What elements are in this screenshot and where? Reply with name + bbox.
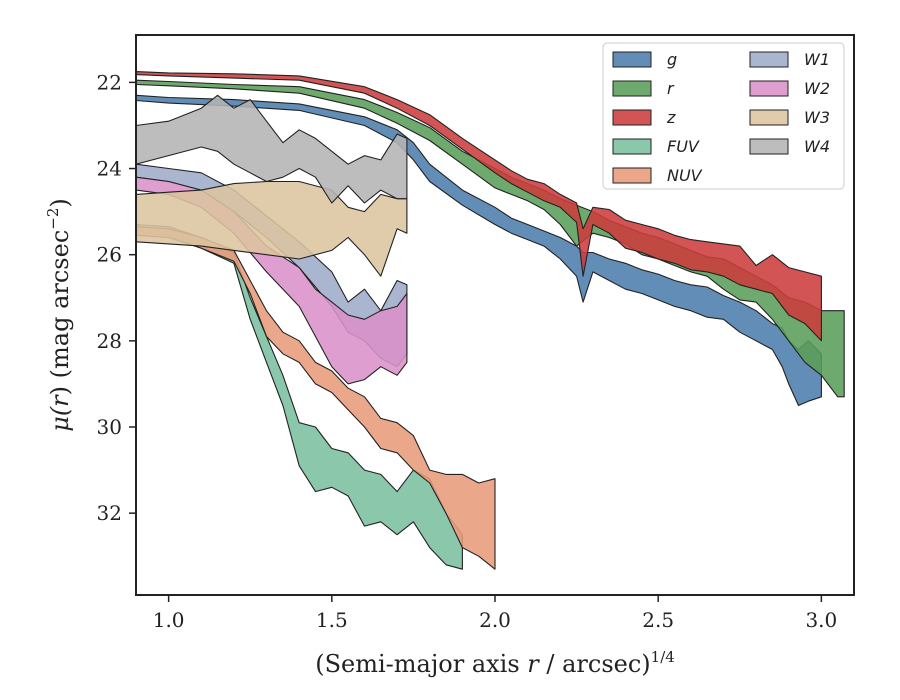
- legend: grz FUV NUV W1 W2 W3 W4: [602, 42, 845, 190]
- series-band-g: [136, 94, 822, 407]
- legend-label-fuv: FUV: [667, 137, 700, 156]
- tick-layer: 1.0 1.5 2.0 2.5 3.0 22 24 26 28 30 32: [97, 70, 838, 632]
- legend-swatch-w2: [749, 80, 789, 97]
- y-tick-label: 32: [97, 501, 122, 525]
- series-band-z: [136, 71, 822, 342]
- x-tick-label: 3.0: [805, 608, 837, 632]
- x-tick-label: 2.5: [642, 608, 674, 632]
- legend-swatch-r: [612, 80, 652, 97]
- legend-label-nuv: NUV: [667, 166, 703, 185]
- y-tick-label: 30: [97, 415, 122, 439]
- legend-swatch-z: [612, 109, 652, 126]
- y-axis-label: μ(r) (mag arcsec−2): [44, 198, 74, 432]
- y-tick-label: 28: [97, 329, 122, 353]
- x-tick-label: 2.0: [479, 608, 511, 632]
- series-band-fuv: [136, 223, 463, 570]
- legend-label-r: r: [667, 79, 675, 98]
- legend-swatch-g: [612, 51, 652, 68]
- legend-swatch-w1: [749, 51, 789, 68]
- series-band-nuv: [136, 226, 496, 570]
- legend-swatch-nuv: [612, 167, 652, 184]
- legend-label-z: z: [666, 108, 676, 127]
- x-axis-label: (Semi-major axis r / arcsec)1/4: [315, 648, 675, 678]
- legend-label-w3: W3: [804, 108, 830, 127]
- y-tick-label: 26: [97, 243, 122, 267]
- legend-swatch-fuv: [612, 138, 652, 155]
- y-tick-label: 22: [97, 70, 122, 94]
- legend-label-w1: W1: [804, 50, 830, 69]
- legend-label-w4: W4: [804, 137, 830, 156]
- series-band-w4: [136, 94, 408, 204]
- y-tick-label: 24: [97, 157, 122, 181]
- legend-label-g: g: [667, 50, 677, 69]
- series-layer: [136, 71, 845, 570]
- legend-swatch-w3: [749, 109, 789, 126]
- x-tick-label: 1.0: [153, 608, 185, 632]
- x-tick-label: 1.5: [316, 608, 348, 632]
- legend-label-w2: W2: [804, 79, 830, 98]
- legend-swatch-w4: [749, 138, 789, 155]
